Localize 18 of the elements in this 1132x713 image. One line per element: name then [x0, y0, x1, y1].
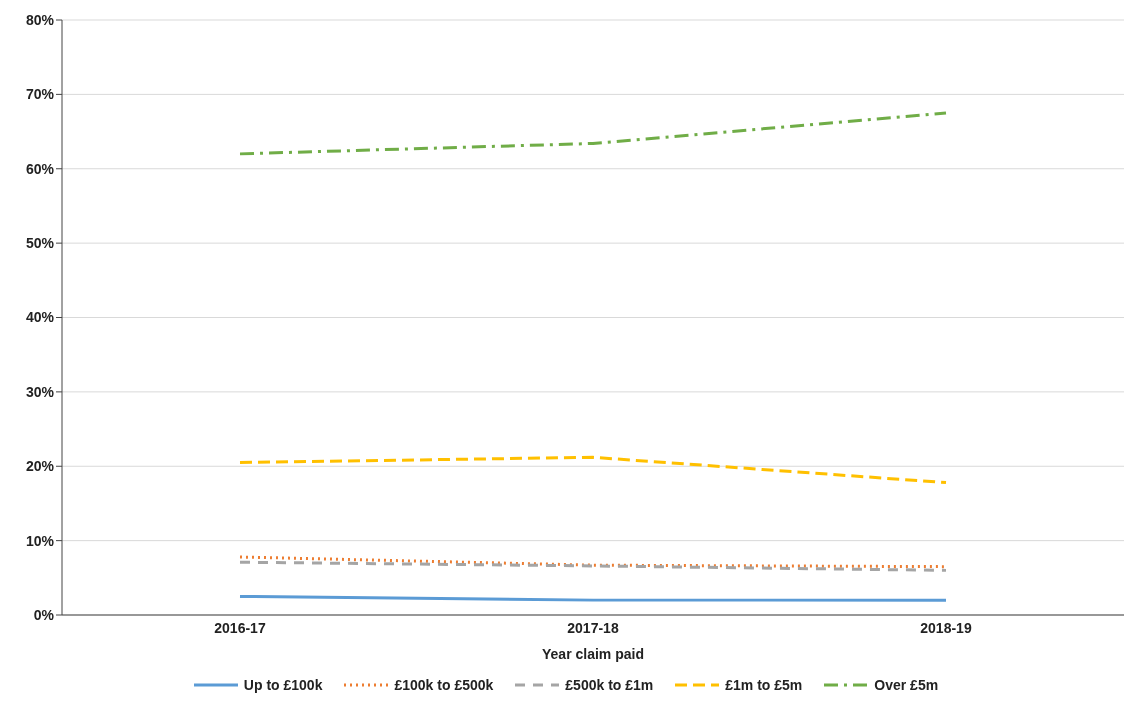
y-tick-label: 70% — [25, 86, 55, 103]
x-tick-label: 2018-19 — [920, 619, 972, 636]
y-tick-label: 30% — [25, 383, 55, 400]
x-tick-label: 2017-18 — [567, 619, 619, 636]
legend-label: £500k to £1m — [565, 677, 654, 693]
y-tick-label: 40% — [25, 309, 55, 326]
legend-label: £1m to £5m — [725, 677, 803, 693]
y-tick-label: 20% — [25, 458, 55, 475]
y-tick-label: 10% — [25, 532, 55, 549]
x-axis-title: Year claim paid — [542, 646, 644, 662]
x-tick-label: 2016-17 — [214, 619, 266, 636]
y-tick-label: 80% — [25, 11, 55, 28]
y-tick-label: 50% — [25, 235, 55, 252]
y-tick-label: 60% — [25, 160, 55, 177]
legend-label: £100k to £500k — [394, 677, 494, 693]
legend-label: Over £5m — [874, 677, 939, 693]
legend-label: Up to £100k — [243, 677, 323, 693]
y-tick-label: 0% — [33, 606, 55, 623]
